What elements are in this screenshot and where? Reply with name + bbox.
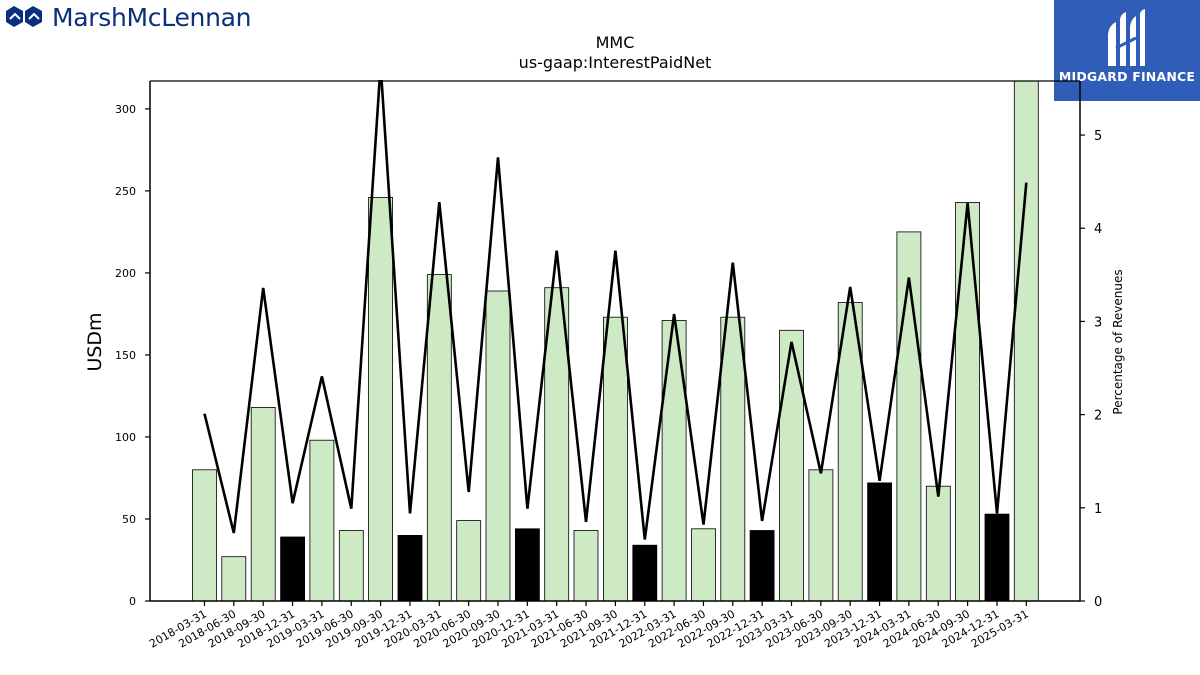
bar-2021-03-31: [544, 287, 570, 602]
y-axis-label: USDm: [84, 312, 106, 371]
chart-subtitle: us-gaap:InterestPaidNet: [519, 53, 712, 72]
bars: [192, 80, 1039, 602]
bar-2022-03-31: [661, 320, 687, 602]
marsh-mclennan-logo: MarshMcLennan: [4, 2, 251, 32]
percentage-line-path: [203, 80, 1028, 540]
bar-2020-03-31: [426, 274, 452, 602]
midgard-logo-icon: [1108, 9, 1145, 66]
y2-tick-label: 2: [1094, 409, 1102, 424]
y2-tick-label: 3: [1094, 315, 1102, 330]
bar-2021-09-30: [603, 316, 628, 602]
y2-tick-label: 5: [1094, 129, 1102, 144]
bar-2019-06-30: [338, 530, 364, 602]
bar-2021-06-30: [573, 530, 599, 602]
bar-2020-06-30: [456, 520, 482, 602]
bar-2024-09-30: [955, 201, 980, 602]
y-tick-label: 200: [115, 267, 136, 280]
bar-2022-12-31: [749, 530, 775, 602]
y-tick-label: 100: [115, 431, 136, 444]
axes: 0501001502002503000123452018-03-312018-0…: [115, 80, 1102, 651]
marsh-mclennan-logo-icon: [6, 6, 42, 27]
bar-2019-09-30: [368, 197, 394, 602]
chart-title: MMC: [596, 33, 635, 52]
y2-tick-label: 1: [1094, 502, 1102, 517]
bar-2022-06-30: [691, 528, 716, 602]
y2-tick-label: 0: [1094, 595, 1102, 610]
bar-2019-03-31: [309, 439, 335, 602]
y-tick-label: 0: [129, 595, 136, 608]
bar-2018-12-31: [280, 536, 306, 602]
brand-name: MarshMcLennan: [52, 2, 252, 32]
bar-2023-03-31: [779, 329, 804, 602]
percentage-line: [203, 80, 1028, 540]
y2-tick-label: 4: [1094, 222, 1102, 237]
bar-2024-06-30: [925, 485, 951, 602]
bar-2019-12-31: [397, 535, 423, 602]
bar-2025-03-31: [1013, 80, 1039, 602]
badge-label: MIDGARD FINANCE: [1058, 69, 1196, 84]
y2-axis-label: Percentage of Revenues: [1111, 269, 1125, 414]
y-tick-label: 300: [115, 103, 136, 116]
bar-2018-06-30: [221, 556, 247, 602]
bar-2023-06-30: [808, 469, 834, 602]
bar-2020-12-31: [515, 528, 540, 602]
bar-2018-09-30: [250, 406, 276, 602]
bar-2023-09-30: [837, 302, 863, 602]
bar-2024-12-31: [984, 513, 1010, 602]
y-tick-label: 250: [115, 185, 136, 198]
bar-2021-12-31: [632, 544, 658, 602]
bar-2018-03-31: [192, 469, 217, 602]
midgard-finance-badge: MIDGARD FINANCE: [1054, 0, 1200, 101]
y-tick-label: 150: [115, 349, 136, 362]
bar-2022-09-30: [720, 316, 746, 602]
bar-2020-09-30: [485, 290, 511, 602]
y-tick-label: 50: [122, 513, 136, 526]
bar-2023-12-31: [867, 482, 892, 602]
